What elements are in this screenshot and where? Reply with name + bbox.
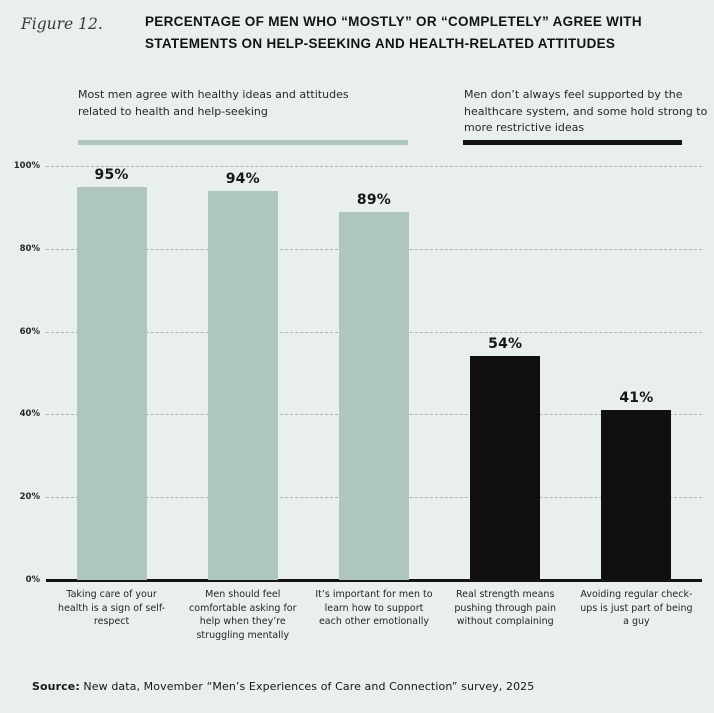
- category-label-text: Taking care of your health is a sign of …: [58, 589, 166, 627]
- restrictive-attitudes-annotation: Men don’t always feel supported by the h…: [464, 88, 708, 134]
- y-tick-label: 40%: [19, 409, 40, 420]
- chart-title-line1: PERCENTAGE OF MEN WHO “MOSTLY” OR “COMPL…: [145, 14, 642, 29]
- y-tick-label: 60%: [19, 326, 40, 337]
- category-label: It’s important for men to learn how to s…: [308, 588, 439, 629]
- y-axis: 100% 80% 60% 40% 20% 0%: [0, 161, 40, 585]
- category-label-text: Avoiding regular check-ups is just part …: [580, 589, 693, 627]
- bar-54pct: [470, 356, 541, 580]
- figure-number-label: Figure 12.: [21, 15, 103, 33]
- restrictive-underline: [463, 140, 682, 145]
- bar-95pct: [76, 186, 147, 580]
- healthy-underline: [78, 140, 408, 145]
- bar-value-label: 41%: [619, 390, 654, 407]
- bar-value-label: 89%: [356, 191, 392, 208]
- bar-89pct: [338, 211, 409, 580]
- category-row: Taking care of your health is a sign of …: [46, 588, 702, 654]
- bar-column: 54%: [440, 166, 571, 580]
- category-label-text: Real strength means pushing through pain…: [454, 589, 556, 627]
- healthy-attitudes-annotation: Most men agree with healthy ideas and at…: [78, 88, 349, 118]
- chart-title-line2: STATEMENTS ON HELP-SEEKING AND HEALTH-RE…: [145, 36, 616, 51]
- category-label: Real strength means pushing through pain…: [440, 588, 571, 629]
- category-label-text: Men should feel comfortable asking for h…: [189, 589, 297, 641]
- category-label-text: It’s important for men to learn how to s…: [315, 589, 433, 627]
- category-label: Men should feel comfortable asking for h…: [177, 588, 308, 642]
- category-label: Taking care of your health is a sign of …: [46, 588, 177, 629]
- source-text: New data, Movember “Men’s Experiences of…: [79, 680, 535, 693]
- source-prefix: Source:: [32, 680, 80, 693]
- bar-column: 89%: [308, 166, 439, 580]
- source-note: Source: New data, Movember “Men’s Experi…: [32, 680, 534, 693]
- category-label: Avoiding regular check-ups is just part …: [571, 588, 702, 629]
- chart-title: PERCENTAGE OF MEN WHO “MOSTLY” OR “COMPL…: [145, 11, 690, 55]
- plot-area: 95% 94% 89% 54% 41%: [46, 166, 702, 582]
- x-axis-baseline: [46, 579, 702, 582]
- y-tick-label: 0%: [25, 575, 40, 585]
- y-tick-label: 80%: [19, 243, 40, 254]
- bar-column: 94%: [177, 166, 308, 580]
- bar-value-label: 54%: [488, 336, 523, 353]
- bar-column: 41%: [571, 166, 702, 580]
- bar-value-label: 94%: [225, 170, 260, 187]
- y-tick-label: 20%: [19, 492, 40, 503]
- y-tick-label: 100%: [13, 161, 40, 171]
- bar-94pct: [207, 190, 278, 580]
- bar-41pct: [601, 410, 672, 580]
- gridline-100: [46, 166, 702, 167]
- bar-value-label: 95%: [94, 166, 129, 183]
- bar-column: 95%: [46, 166, 177, 580]
